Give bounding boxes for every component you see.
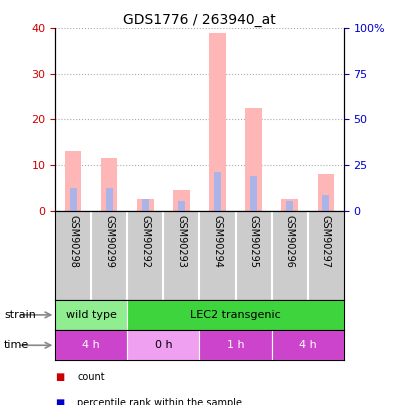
Bar bbox=[142, 199, 149, 211]
Bar bbox=[137, 199, 154, 211]
Bar bbox=[55, 300, 127, 330]
Text: percentile rank within the sample: percentile rank within the sample bbox=[77, 398, 242, 405]
Text: wild type: wild type bbox=[66, 310, 117, 320]
Title: GDS1776 / 263940_at: GDS1776 / 263940_at bbox=[123, 13, 276, 27]
Bar bbox=[250, 177, 257, 211]
Text: GSM90293: GSM90293 bbox=[177, 215, 186, 268]
Text: GSM90297: GSM90297 bbox=[321, 215, 331, 268]
Bar bbox=[272, 211, 308, 300]
Bar bbox=[106, 188, 113, 211]
Text: time: time bbox=[4, 340, 29, 350]
Bar bbox=[272, 330, 344, 360]
Text: GSM90296: GSM90296 bbox=[284, 215, 295, 268]
Text: 0 h: 0 h bbox=[154, 340, 172, 350]
Text: GSM90298: GSM90298 bbox=[68, 215, 78, 268]
Bar bbox=[199, 211, 235, 300]
Text: 4 h: 4 h bbox=[83, 340, 100, 350]
Bar bbox=[322, 195, 329, 211]
Text: LEC2 transgenic: LEC2 transgenic bbox=[190, 310, 281, 320]
Text: strain: strain bbox=[4, 310, 36, 320]
Bar bbox=[55, 211, 91, 300]
Bar bbox=[199, 330, 272, 360]
Bar bbox=[286, 201, 293, 211]
Bar bbox=[308, 211, 344, 300]
Text: ■: ■ bbox=[55, 372, 64, 382]
Bar bbox=[91, 211, 127, 300]
Text: 4 h: 4 h bbox=[299, 340, 316, 350]
Text: GSM90295: GSM90295 bbox=[248, 215, 259, 268]
Bar bbox=[245, 108, 261, 211]
Bar bbox=[127, 211, 164, 300]
Bar bbox=[55, 330, 127, 360]
Text: GSM90292: GSM90292 bbox=[140, 215, 150, 268]
Bar bbox=[235, 211, 272, 300]
Text: ■: ■ bbox=[55, 398, 64, 405]
Bar bbox=[65, 151, 81, 211]
Bar bbox=[318, 174, 334, 211]
Text: GSM90299: GSM90299 bbox=[104, 215, 115, 268]
Text: GSM90294: GSM90294 bbox=[213, 215, 222, 268]
Bar bbox=[282, 199, 298, 211]
Bar bbox=[209, 33, 226, 211]
Bar bbox=[127, 330, 199, 360]
Bar bbox=[101, 158, 117, 211]
Bar bbox=[173, 190, 190, 211]
Bar bbox=[70, 188, 77, 211]
Text: count: count bbox=[77, 372, 105, 382]
Bar bbox=[178, 201, 185, 211]
Text: 1 h: 1 h bbox=[227, 340, 245, 350]
Bar bbox=[214, 172, 221, 211]
Bar bbox=[164, 211, 199, 300]
Bar bbox=[127, 300, 344, 330]
